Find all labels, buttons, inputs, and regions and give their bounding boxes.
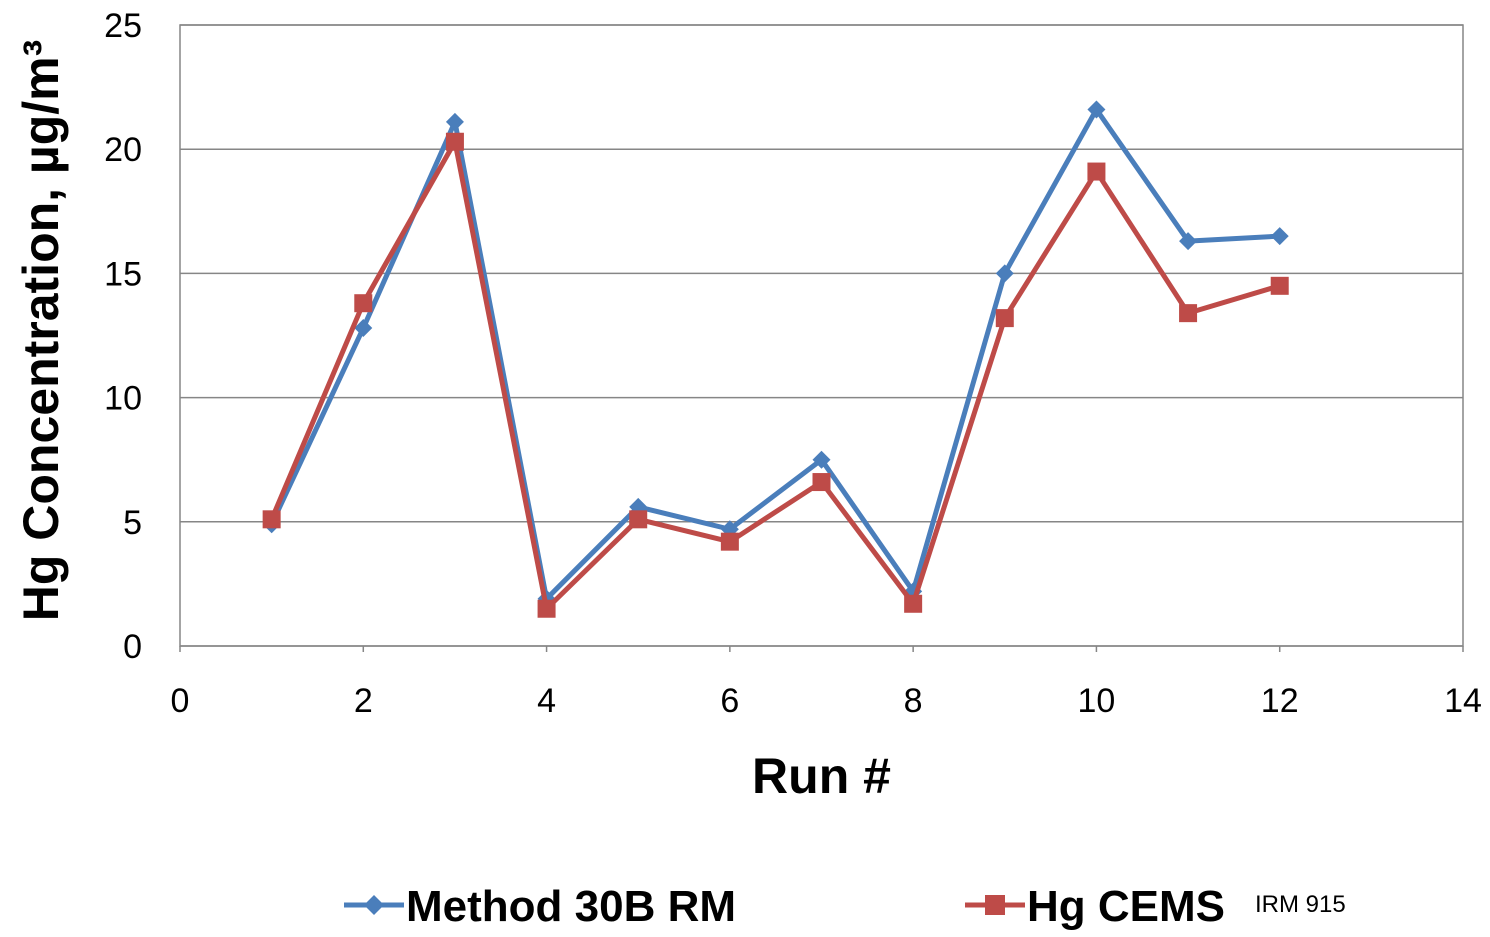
- x-tick-label: 12: [1261, 682, 1299, 720]
- data-point-hg-cems: [720, 532, 739, 551]
- gridlines: [179, 24, 1464, 647]
- x-tick-label: 0: [171, 682, 190, 720]
- y-tick-label: 10: [104, 380, 142, 418]
- y-tick-label: 0: [123, 628, 142, 666]
- series-line-hg-cems: [269, 139, 1281, 612]
- data-point-method-30b-rm: [1087, 100, 1106, 119]
- data-point-hg-cems: [904, 594, 923, 613]
- series-line-method-30b-rm: [269, 106, 1280, 602]
- annotation-label: IRM 915: [1255, 891, 1346, 918]
- legend-item-method-30b-rm: Method 30B RM: [344, 882, 736, 931]
- data-point-method-30b-rm: [812, 450, 831, 469]
- x-tick-label: 6: [720, 682, 739, 720]
- x-tick-label: 4: [537, 682, 556, 720]
- data-point-hg-cems: [354, 294, 373, 313]
- y-axis-title: Hg Concentration, µg/m³: [13, 40, 69, 622]
- legend: Method 30B RM Hg CEMS IRM 915: [344, 882, 1346, 931]
- data-point-hg-cems: [1179, 304, 1198, 323]
- series-method-30b-rm: [262, 100, 1289, 608]
- data-point-hg-cems: [1270, 276, 1289, 295]
- y-tick-label: 25: [104, 7, 142, 45]
- data-point-method-30b-rm: [995, 264, 1014, 283]
- legend-label-hg-cems: Hg CEMS: [1027, 882, 1225, 931]
- legend-marker-diamond: [364, 895, 384, 915]
- data-point-method-30b-rm: [1270, 227, 1289, 246]
- series-hg-cems: [262, 132, 1289, 618]
- data-point-method-30b-rm: [354, 319, 373, 338]
- plot-area-frame: [179, 24, 1464, 647]
- axes: 0 5 10 15 20 25 0 2 4 6 8 10 12 14: [104, 7, 1482, 720]
- data-point-hg-cems: [445, 132, 464, 151]
- x-tick-label: 8: [904, 682, 923, 720]
- data-point-hg-cems: [262, 510, 281, 529]
- y-tick-label: 15: [104, 255, 142, 293]
- data-point-hg-cems: [995, 309, 1014, 328]
- legend-marker-square: [985, 895, 1005, 915]
- data-point-hg-cems: [812, 473, 831, 492]
- y-tick-label: 5: [123, 504, 142, 542]
- data-point-hg-cems: [537, 599, 556, 618]
- series-group: [262, 100, 1289, 618]
- legend-label-method-30b-rm: Method 30B RM: [406, 882, 736, 931]
- y-tick-label: 20: [104, 131, 142, 169]
- legend-item-hg-cems: Hg CEMS: [965, 882, 1225, 931]
- data-point-hg-cems: [1087, 162, 1106, 181]
- data-point-hg-cems: [629, 510, 648, 529]
- x-tick-label: 10: [1078, 682, 1116, 720]
- data-point-method-30b-rm: [1179, 232, 1198, 251]
- x-tick-label: 14: [1444, 682, 1482, 720]
- x-tick-label: 2: [354, 682, 373, 720]
- data-point-method-30b-rm: [445, 112, 464, 131]
- x-axis-title: Run #: [752, 748, 891, 804]
